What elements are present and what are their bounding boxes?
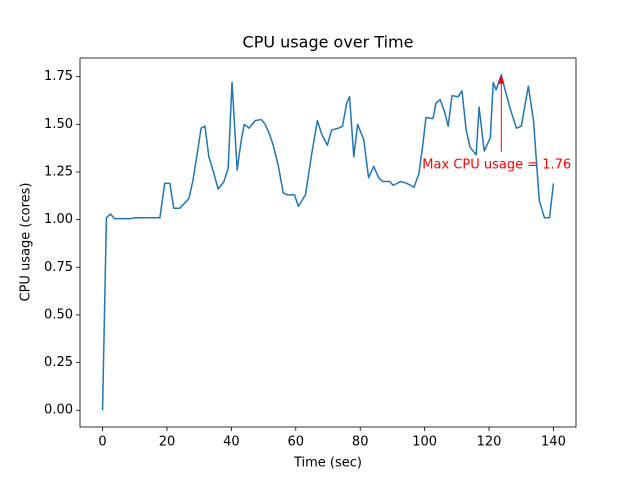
x-tick-label: 60 [288,435,305,450]
y-tick-label: 1.75 [44,69,73,84]
y-tick-label: 0.50 [44,307,73,322]
y-tick-label: 0.00 [44,403,73,418]
x-tick-label: 100 [412,435,437,450]
data-line [101,74,555,411]
x-tick-label: 80 [352,435,369,450]
x-tick-label: 120 [477,435,502,450]
x-tick-label: 20 [159,435,176,450]
y-tick-label: 0.25 [44,355,73,370]
y-tick-label: 1.00 [44,212,73,227]
y-axis-label: CPU usage (cores) [19,183,34,302]
x-axis-label: Time (sec) [293,456,362,471]
chart-title: CPU usage over Time [243,33,414,52]
annotation-text: Max CPU usage = 1.76 [422,157,571,172]
x-tick-label: 140 [541,435,566,450]
plot-frame [79,57,577,428]
annotation-arrowhead [498,74,505,84]
y-tick-label: 0.75 [44,260,73,275]
x-tick-label: 40 [223,435,240,450]
x-tick-label: 0 [98,435,106,450]
y-tick-label: 1.50 [44,117,73,132]
y-tick-label: 1.25 [44,164,73,179]
